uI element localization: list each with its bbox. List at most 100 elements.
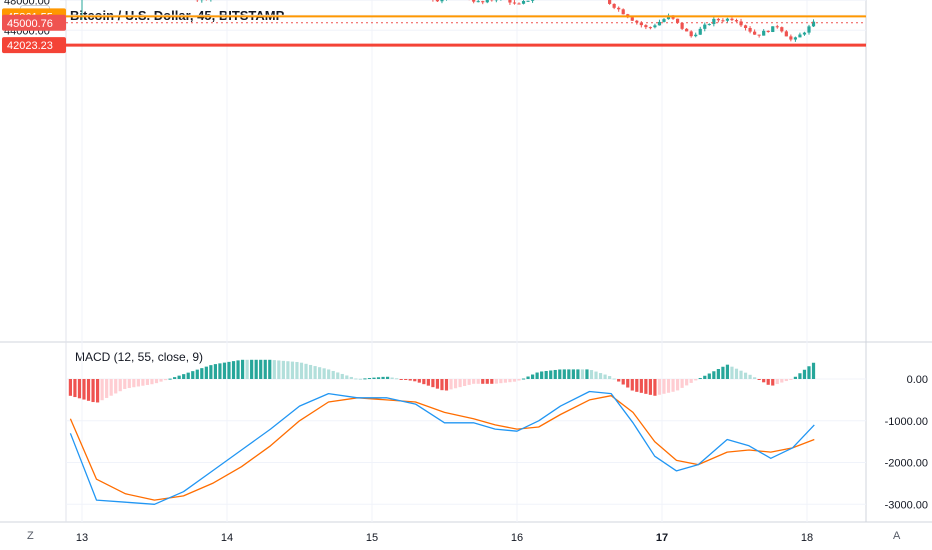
candle-body bbox=[766, 30, 770, 32]
histogram-bar bbox=[662, 379, 666, 394]
histogram-bar bbox=[739, 370, 743, 379]
histogram-bar bbox=[109, 379, 113, 396]
histogram-bar bbox=[621, 379, 625, 385]
histogram-bar bbox=[372, 377, 376, 379]
histogram-bar bbox=[186, 372, 190, 379]
histogram-bar bbox=[127, 379, 131, 388]
histogram-bar bbox=[268, 359, 272, 379]
candle-body bbox=[743, 25, 748, 29]
histogram-bar bbox=[802, 369, 807, 379]
candle-body bbox=[653, 25, 657, 28]
histogram-bar bbox=[435, 379, 440, 389]
histogram-bar bbox=[413, 379, 417, 382]
histogram-bar bbox=[780, 379, 784, 383]
histogram-bar bbox=[521, 378, 526, 380]
histogram-bar bbox=[381, 376, 385, 379]
candle-body bbox=[508, 0, 512, 3]
histogram-bar bbox=[363, 378, 367, 380]
histogram-bar bbox=[95, 379, 100, 403]
histogram-bar bbox=[671, 379, 675, 392]
histogram-bar bbox=[707, 373, 711, 379]
histogram-bar bbox=[272, 360, 276, 379]
candle-body bbox=[703, 24, 707, 29]
histogram-bar bbox=[626, 379, 630, 388]
histogram-bar bbox=[508, 379, 512, 383]
time-tick-label: 14 bbox=[221, 532, 233, 544]
histogram-bar bbox=[576, 369, 580, 379]
histogram-bar bbox=[154, 379, 159, 384]
signal-line bbox=[69, 395, 815, 501]
histogram-bar bbox=[236, 360, 240, 379]
candle-body bbox=[712, 18, 716, 25]
candle-body bbox=[775, 26, 779, 28]
candle-body bbox=[517, 3, 521, 5]
macd-title: MACD (12, 55, close, 9) bbox=[75, 350, 204, 364]
candle-body bbox=[644, 25, 648, 28]
histogram-bar bbox=[358, 378, 362, 380]
histogram-bar bbox=[603, 374, 607, 379]
histogram-bar bbox=[417, 379, 421, 383]
candle-body bbox=[485, 0, 489, 3]
histogram-bar bbox=[580, 369, 585, 379]
candle-body bbox=[675, 18, 680, 23]
candle-body bbox=[721, 20, 725, 22]
histogram-bar bbox=[159, 379, 163, 382]
histogram-bar bbox=[204, 366, 208, 379]
candle-body bbox=[811, 21, 816, 27]
histogram-bar bbox=[762, 379, 766, 383]
histogram-bar bbox=[82, 379, 86, 400]
time-tick-label: 16 bbox=[511, 532, 523, 544]
candle-body bbox=[753, 31, 757, 35]
histogram-bar bbox=[259, 359, 263, 379]
histogram-bar bbox=[481, 379, 485, 384]
histogram-bar bbox=[494, 379, 498, 384]
histogram-bar bbox=[195, 369, 199, 379]
histogram-bar bbox=[485, 379, 489, 384]
histogram-bar bbox=[431, 379, 435, 388]
auto-scale-button[interactable]: A bbox=[893, 530, 901, 542]
histogram-bar bbox=[463, 379, 467, 387]
histogram-bar bbox=[304, 363, 308, 379]
histogram-bar bbox=[589, 370, 594, 379]
candle-body bbox=[476, 1, 480, 3]
histogram-bar bbox=[336, 372, 340, 379]
histogram-bar bbox=[775, 379, 779, 385]
histogram-bar bbox=[517, 379, 521, 381]
histogram-bar bbox=[630, 379, 634, 391]
histogram-bar bbox=[308, 364, 313, 379]
histogram-bar bbox=[734, 368, 739, 379]
histogram-bar bbox=[644, 379, 648, 394]
time-tick-label: 18 bbox=[801, 532, 813, 544]
histogram-bar bbox=[349, 376, 353, 379]
histogram-bar bbox=[354, 378, 358, 380]
histogram-bar bbox=[218, 363, 222, 379]
histogram-bar bbox=[784, 379, 788, 382]
histogram-bar bbox=[322, 368, 326, 379]
histogram-bar bbox=[141, 379, 145, 386]
histogram-bar bbox=[753, 377, 757, 379]
candle-body bbox=[617, 7, 621, 10]
histogram-bar bbox=[163, 379, 168, 381]
histogram-bar bbox=[408, 379, 412, 381]
zoom-toggle-button[interactable]: Z bbox=[27, 530, 34, 542]
last-price-label: 45000.76 bbox=[7, 18, 53, 30]
histogram-bar bbox=[286, 361, 290, 379]
candle-body bbox=[685, 28, 689, 32]
histogram-bar bbox=[299, 362, 304, 379]
candle-body bbox=[630, 17, 634, 21]
histogram-bar bbox=[227, 361, 231, 379]
histogram-bar bbox=[680, 379, 684, 388]
histogram-bar bbox=[290, 361, 295, 379]
histogram-bar bbox=[526, 376, 530, 379]
candle-body bbox=[639, 22, 643, 26]
histogram-bar bbox=[191, 371, 195, 379]
histogram-bar bbox=[453, 379, 458, 389]
histogram-bar bbox=[657, 379, 662, 395]
level-price-badge bbox=[2, 37, 66, 54]
histogram-bar bbox=[512, 379, 517, 382]
time-tick-label: 15 bbox=[366, 532, 378, 544]
candle-body bbox=[739, 21, 743, 26]
histogram-bar bbox=[549, 370, 553, 379]
macd-histogram bbox=[68, 359, 816, 403]
